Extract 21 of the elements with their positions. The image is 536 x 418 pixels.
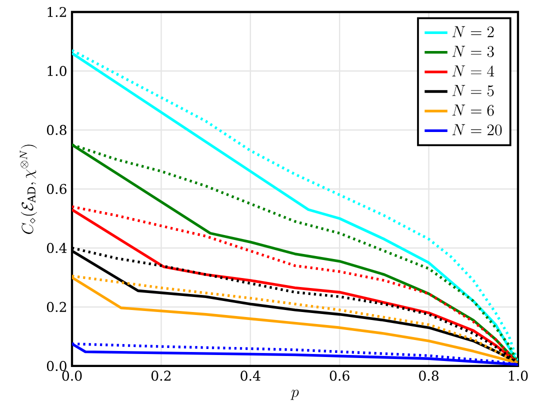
y-tick-label: 0.6 (46, 184, 66, 194)
y-tick-label: 0.8 (46, 124, 66, 136)
x-tick-label: 0.4 (240, 370, 260, 381)
y-tick-label: 1.2 (48, 6, 66, 18)
legend-label: $N = 2$ (452, 26, 494, 38)
y-tick-label: 0.4 (46, 242, 67, 254)
legend-label: $N = 4$ (452, 65, 494, 76)
y-axis-title: $C_\diamond(\mathcal{E}_{\mathrm{AD}},\chi^{\otimes N})$ (20, 144, 37, 234)
x-axis-title: $p$ (290, 390, 299, 400)
legend-label: $N = 6$ (452, 104, 494, 116)
x-tick-label: 0.2 (151, 370, 170, 381)
x-tick-label: 0.8 (419, 370, 439, 381)
x-tick-label: 1.0 (509, 370, 528, 381)
legend-label: $N = 5$ (452, 85, 494, 96)
x-tick-label: 0.6 (330, 370, 350, 381)
y-tick-label: 0.0 (46, 360, 66, 372)
legend-label: $N = 3$ (452, 46, 494, 58)
y-tick-label: 0.2 (46, 302, 66, 312)
legend-label: $N = 20$ (452, 124, 502, 136)
y-tick-label: 1.0 (48, 66, 66, 76)
x-tick-label: 0.0 (62, 370, 82, 381)
